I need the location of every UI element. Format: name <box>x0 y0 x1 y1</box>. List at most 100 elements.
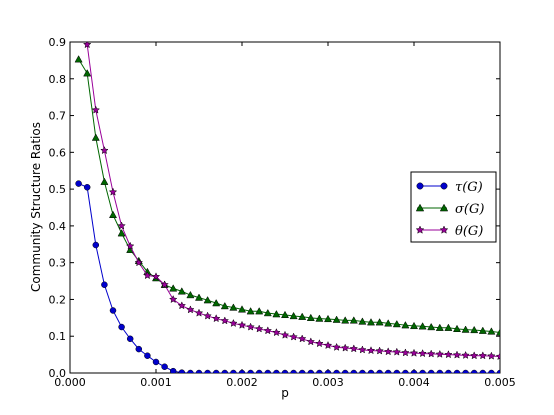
data-point <box>470 369 478 373</box>
data-point <box>194 293 204 301</box>
data-point <box>100 177 109 185</box>
data-point <box>452 350 462 359</box>
data-point <box>358 317 367 325</box>
data-point <box>220 316 230 325</box>
data-point <box>101 281 108 288</box>
data-point <box>306 337 316 346</box>
data-point <box>350 369 358 373</box>
data-point <box>469 351 479 360</box>
data-point <box>402 369 409 373</box>
x-tick-label: 0.005 <box>484 376 516 389</box>
data-point <box>418 322 427 330</box>
y-tick-label: 0.8 <box>49 73 67 86</box>
data-point <box>194 308 204 317</box>
data-point <box>237 305 247 313</box>
data-point <box>383 347 393 356</box>
data-point <box>392 319 401 328</box>
x-tick-label: 0.002 <box>226 376 258 389</box>
data-point <box>487 351 496 360</box>
data-point <box>263 326 273 335</box>
data-point <box>117 221 126 230</box>
data-point <box>255 307 264 315</box>
data-point <box>75 14 82 21</box>
data-point <box>418 349 427 358</box>
data-point <box>349 316 358 324</box>
data-point <box>144 352 151 359</box>
data-point <box>100 146 109 155</box>
data-point <box>186 290 195 299</box>
data-point <box>272 310 281 318</box>
data-point <box>444 323 453 331</box>
data-point <box>341 369 349 373</box>
data-point <box>168 294 178 304</box>
data-point <box>376 369 383 373</box>
data-point <box>316 369 323 373</box>
x-axis-label: p <box>281 386 289 400</box>
legend-item: σ(G) <box>415 202 484 217</box>
data-point <box>203 296 212 304</box>
data-point <box>229 303 238 311</box>
data-point <box>298 312 307 320</box>
data-point <box>187 369 194 373</box>
data-point <box>444 350 453 359</box>
y-tick-label: 0.5 <box>49 183 67 196</box>
data-point <box>426 349 436 358</box>
data-point <box>221 369 229 373</box>
y-tick-label: 0.0 <box>49 367 67 380</box>
data-point <box>435 349 445 358</box>
data-point <box>177 287 186 295</box>
data-point <box>203 311 212 320</box>
data-point <box>255 369 263 373</box>
data-point <box>75 180 82 187</box>
data-point <box>290 369 297 373</box>
data-point <box>495 328 500 336</box>
data-point <box>134 258 144 267</box>
x-tick-label: 0.000 <box>54 376 86 389</box>
data-point <box>230 369 237 373</box>
data-point <box>461 325 470 333</box>
data-point <box>186 305 195 314</box>
data-point <box>264 369 272 373</box>
data-point <box>238 369 246 373</box>
data-point <box>496 369 500 373</box>
x-tick-label: 0.004 <box>398 376 430 389</box>
data-point <box>436 369 444 373</box>
data-point <box>315 339 324 348</box>
data-point <box>178 369 186 373</box>
data-point <box>91 105 101 114</box>
data-point <box>340 343 350 352</box>
data-point <box>409 321 419 330</box>
data-point <box>151 272 161 281</box>
data-point <box>445 369 452 373</box>
data-point <box>126 335 134 343</box>
data-point <box>367 369 375 373</box>
data-point <box>409 348 419 357</box>
legend-item: θ(G) <box>415 224 483 239</box>
data-point <box>143 271 152 280</box>
y-tick-label: 0.7 <box>49 110 67 123</box>
data-point <box>427 322 436 331</box>
data-point <box>211 314 221 323</box>
data-point <box>169 367 177 373</box>
data-point <box>117 229 126 237</box>
data-point <box>393 369 401 373</box>
data-point <box>160 280 169 289</box>
y-tick-label: 0.2 <box>49 293 67 306</box>
data-point <box>384 319 393 327</box>
series-1 <box>74 55 500 336</box>
data-point <box>495 352 500 361</box>
data-point <box>453 369 461 373</box>
data-point <box>323 340 333 350</box>
data-point <box>359 369 366 373</box>
data-point <box>169 284 178 292</box>
data-point <box>479 369 487 373</box>
data-point <box>161 363 168 370</box>
data-point <box>315 314 324 322</box>
data-point <box>366 318 376 326</box>
data-point <box>333 369 340 373</box>
data-point <box>415 225 425 234</box>
data-point <box>416 182 424 190</box>
legend-label: θ(G) <box>455 224 483 239</box>
series-2 <box>75 14 500 361</box>
data-point <box>452 324 462 332</box>
